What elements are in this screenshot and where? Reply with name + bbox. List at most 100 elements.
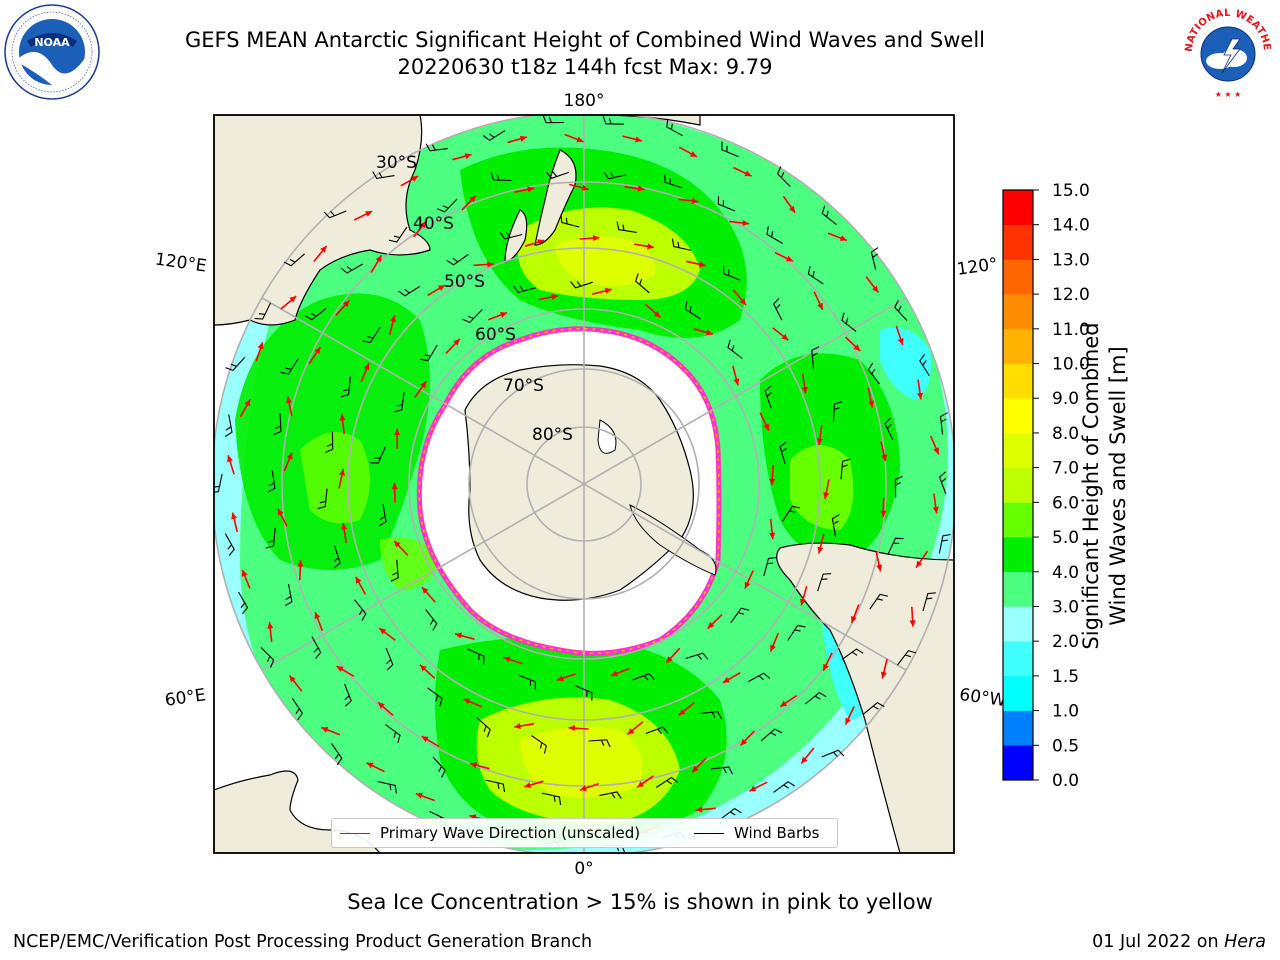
wind-barb — [425, 609, 438, 631]
lat-label-40s: 40°S — [413, 214, 454, 234]
colorbar-frame — [1002, 189, 1034, 781]
colorbar-tick-label: 7.0 — [1052, 459, 1079, 479]
wind-barb — [939, 412, 948, 435]
wave-arrow-head — [503, 656, 511, 663]
wave-arrow-head — [839, 235, 847, 241]
wave-arrow-head — [391, 482, 398, 490]
wind-barb — [476, 717, 491, 738]
wind-barb — [603, 171, 627, 180]
wave-arrow-head — [881, 454, 888, 462]
wind-barb — [602, 116, 624, 125]
wave-arrow-head — [653, 311, 661, 318]
wave-arrow-head — [411, 176, 419, 182]
wind-barb — [280, 358, 299, 375]
wind-barb — [717, 196, 736, 212]
colorbar-title-line2: Wind Waves and Swell [m] — [1106, 346, 1130, 626]
colorbar: 0.0 0.5 1.0 1.5 2.0 3.0 4.0 5.0 6.0 7.0 8.0 9.0 10.0… — [1002, 181, 1090, 791]
wave-arrow-head — [527, 186, 534, 193]
map-title: GEFS MEAN Antarctic Significant Height o… — [184, 28, 986, 52]
wind-barb — [779, 441, 787, 465]
wave-arrow-head — [692, 765, 699, 773]
wave-arrow-head — [932, 506, 939, 514]
wind-barb — [393, 392, 405, 413]
wind-barb — [325, 431, 334, 453]
wave-arrow-head — [853, 344, 861, 351]
wave-arrow-head — [868, 400, 875, 408]
wave-arrow-head — [286, 452, 293, 460]
wave-arrow-head — [286, 396, 292, 404]
wave-arrow-head — [227, 455, 233, 463]
wave-arrow-head — [817, 546, 824, 554]
wind-barb — [894, 299, 908, 321]
colorbar-tick-label: 9.0 — [1052, 389, 1079, 409]
wave-arrow-head — [343, 300, 350, 308]
wave-arrow-head — [419, 664, 427, 672]
wave-arrow-head — [336, 666, 344, 672]
wave-arrow-head — [627, 728, 635, 735]
wave-arrow-head — [470, 762, 478, 769]
wave-arrow-head — [514, 723, 521, 730]
lat-label-80s: 80°S — [532, 425, 573, 445]
colorbar-tick-label: 0.0 — [1052, 771, 1079, 791]
wind-barb — [919, 354, 930, 377]
wind-barb — [719, 807, 742, 820]
wind-barb — [531, 735, 547, 754]
wind-barb — [354, 599, 367, 621]
wave-arrow-head — [872, 285, 879, 293]
wind-barb — [542, 115, 565, 124]
wind-barb — [254, 302, 271, 320]
wind-barb — [684, 301, 701, 320]
wave-arrow-head — [635, 136, 642, 143]
wind-barb — [284, 583, 293, 607]
legend-wave-label: Primary Wave Direction (unscaled) — [380, 824, 641, 842]
wind-barb — [721, 141, 739, 158]
wave-direction-arrows — [227, 133, 940, 839]
wave-arrow-head — [257, 342, 264, 350]
wind-barb — [776, 166, 791, 187]
lat-label-30s: 30°S — [376, 153, 417, 173]
wind-barb — [333, 545, 341, 569]
wind-barb — [773, 297, 783, 321]
wave-arrow-head — [880, 510, 887, 517]
wave-arrow-head — [845, 717, 851, 725]
wind-barb — [841, 312, 857, 332]
wave-arrow-head — [320, 246, 327, 253]
wind-barb — [224, 414, 233, 437]
colorbar-tick-label: 4.0 — [1052, 563, 1079, 583]
wave-arrow-head — [267, 622, 274, 629]
credit-text: NCEP/EMC/Verification Post Processing Pr… — [13, 932, 593, 952]
wave-arrow-head — [390, 315, 396, 323]
wave-arrow-head — [375, 255, 382, 263]
wind-barb — [370, 446, 387, 464]
wind-barb — [283, 253, 305, 267]
wind-barb — [804, 692, 827, 705]
wind-barb — [666, 119, 683, 137]
wave-arrow-head — [823, 492, 830, 500]
noaa-logo-text: NOAA — [34, 36, 70, 49]
wave-arrow-head — [551, 294, 559, 300]
wind-barb — [311, 636, 322, 659]
wind-barb — [378, 503, 387, 527]
wind-barb — [863, 702, 885, 715]
wave-arrow-head — [801, 756, 808, 764]
legend-barb-swatch — [694, 832, 724, 834]
wind-barb — [323, 210, 347, 219]
wind-barb — [887, 537, 904, 555]
wind-barb — [372, 171, 395, 180]
lon-label-120w: 120° — [956, 254, 999, 280]
wind-barb — [938, 471, 947, 495]
wind-barb — [267, 470, 276, 493]
wave-arrow-head — [355, 576, 362, 584]
wind-barb — [546, 171, 569, 179]
wave-arrow-head — [637, 185, 645, 192]
wave-arrow-head — [604, 287, 612, 294]
wind-barb — [763, 556, 777, 576]
wind-barb — [766, 226, 783, 244]
wind-barb — [723, 265, 741, 281]
wind-barb — [398, 285, 421, 297]
lat-label-70s: 70°S — [503, 376, 544, 396]
wind-barb — [764, 385, 772, 409]
wave-arrow-head — [769, 478, 776, 486]
wave-arrow-head — [722, 676, 730, 683]
